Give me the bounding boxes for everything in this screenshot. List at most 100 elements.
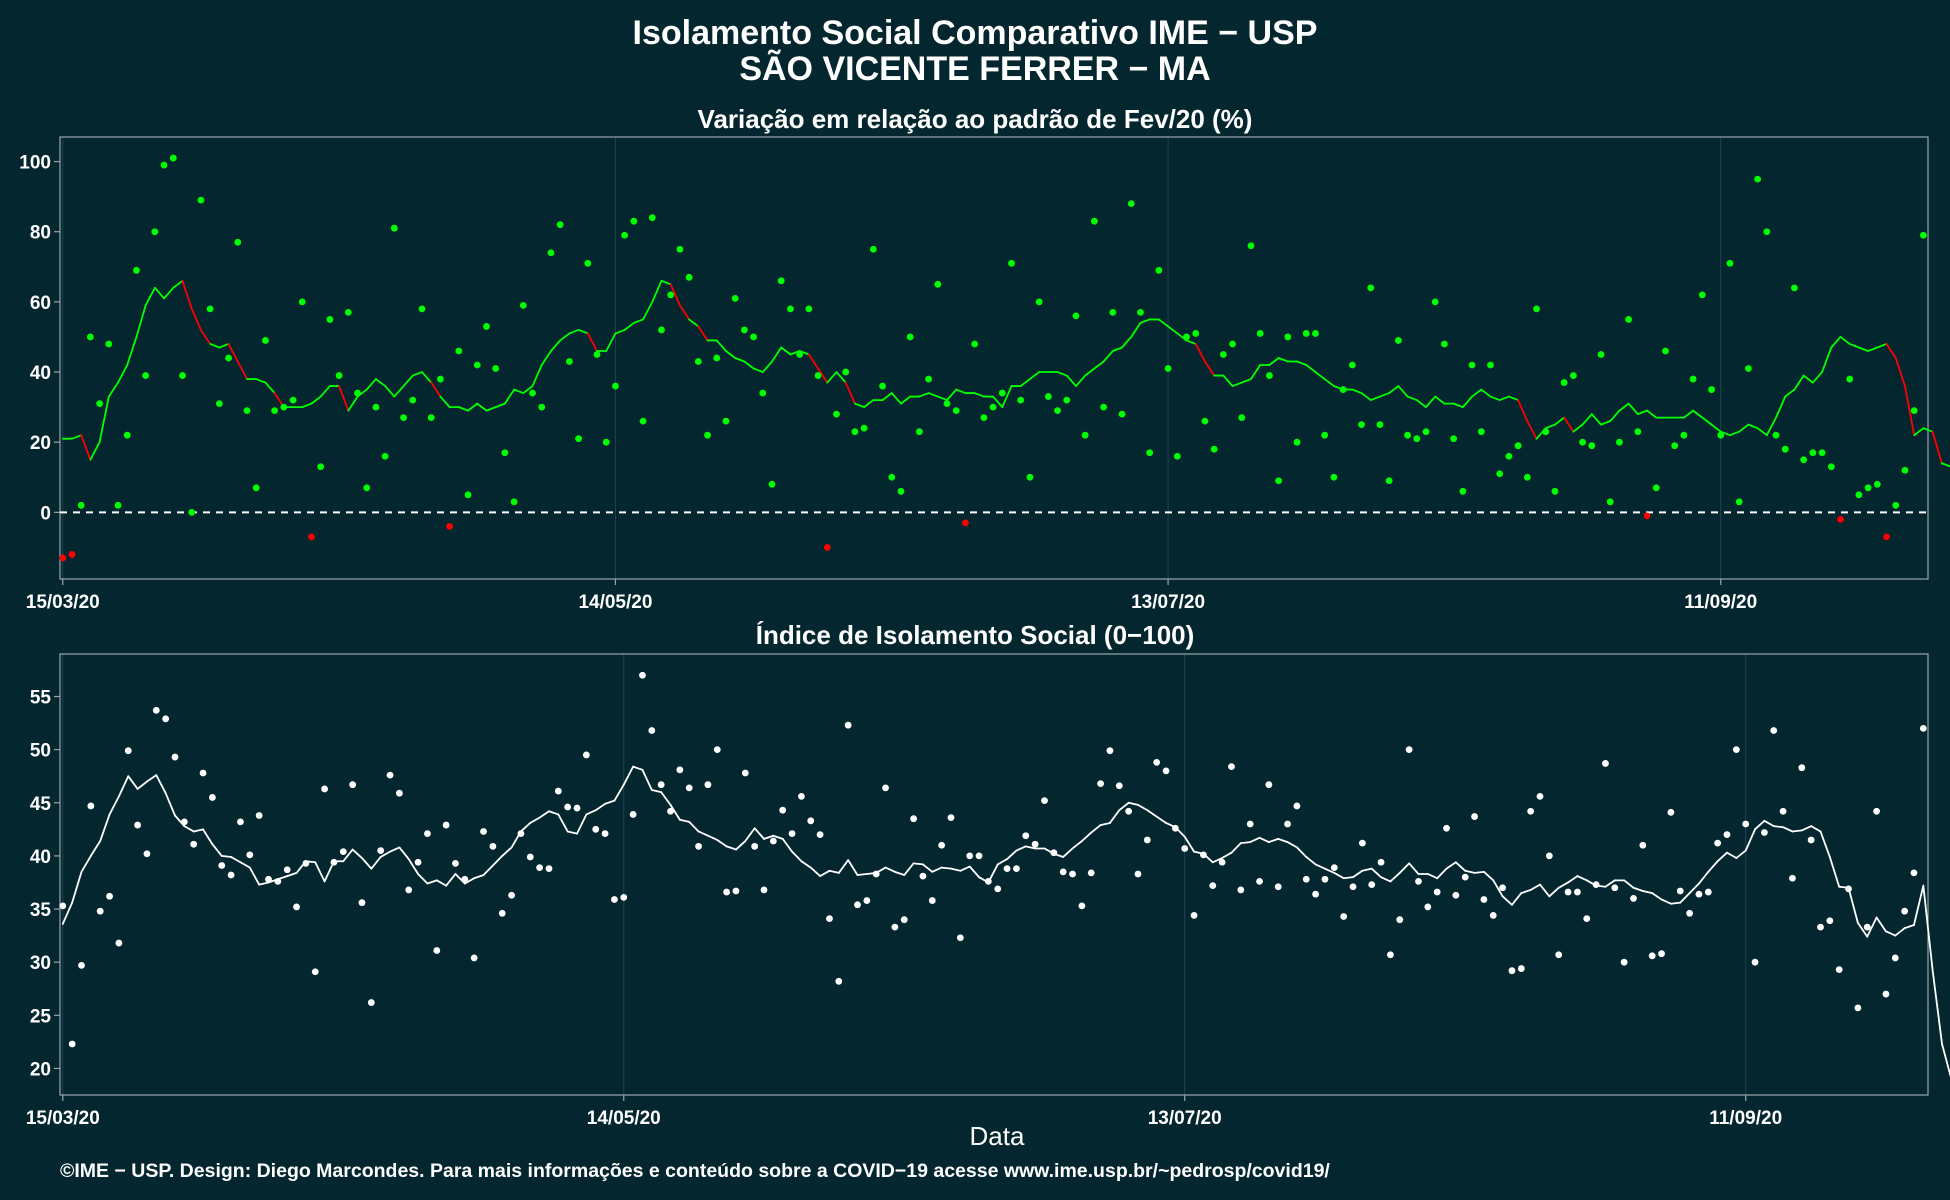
average-line-segment [1810,825,1822,833]
daily-point [777,277,785,285]
average-line-segment [1029,371,1041,380]
y-tick-label: 30 [30,953,51,974]
daily-point [1602,760,1609,767]
daily-point [740,326,748,334]
daily-point [975,852,983,860]
daily-point [989,403,997,411]
daily-point [1468,361,1476,369]
average-line-segment [1277,357,1289,363]
average-line-segment [181,279,193,310]
daily-point [1883,533,1890,541]
average-line-segment [1130,322,1142,338]
average-line-segment [164,792,176,817]
daily-point [1404,431,1411,439]
daily-point [400,414,407,422]
daily-point [545,865,553,873]
daily-point [508,891,515,899]
average-line-segment [1828,856,1841,888]
daily-point [1667,808,1675,816]
daily-point [446,522,454,530]
daily-point [1078,902,1086,910]
daily-point [1143,836,1151,844]
average-line-segment [89,840,102,857]
daily-point [1433,888,1441,896]
daily-point [805,305,813,313]
average-line-segment [1434,395,1446,405]
daily-point [1097,780,1104,788]
average-line-segment [239,861,251,869]
average-line-segment [800,860,812,869]
average-line-segment [1646,409,1658,419]
daily-point [1394,337,1402,344]
daily-point [1919,724,1927,732]
daily-point [246,851,254,859]
average-line-segment [236,360,248,380]
average-line-segment [1517,399,1529,423]
average-line-segment [1461,395,1473,409]
daily-point [1772,431,1780,439]
daily-point [1545,852,1553,860]
average-line-segment [856,873,868,876]
daily-point [1405,746,1413,754]
average-line-segment [996,858,1008,866]
average-line-segment [61,901,74,925]
daily-point [427,414,435,422]
average-line-segment [1492,879,1504,898]
daily-point [1901,466,1909,474]
average-line-segment [98,395,110,444]
daily-point [335,372,343,379]
daily-point [461,875,469,883]
daily-point [1274,883,1282,891]
average-line-segment [772,834,784,840]
daily-point [377,847,385,854]
daily-point [1059,868,1067,876]
average-line-segment [1001,385,1013,409]
average-line-segment [1627,402,1639,416]
average-line-segment [351,848,363,859]
average-line-segment [1544,423,1556,430]
average-line-segment [586,332,598,352]
daily-point [685,784,693,792]
average-line-segment [485,406,497,412]
daily-point [225,354,232,362]
x-tick-label: 15/03/20 [26,1108,100,1129]
daily-point [915,428,923,436]
daily-point [897,487,905,495]
average-line-segment [1222,374,1234,387]
daily-point [1443,824,1450,832]
average-line-segment [1590,413,1602,426]
daily-point [1625,316,1633,323]
daily-point [1564,888,1572,896]
daily-point [538,403,546,411]
average-line-segment [430,381,442,398]
average-line-segment [632,318,644,324]
daily-point [1648,952,1656,960]
average-line-segment [781,838,793,853]
average-line-segment [761,360,773,373]
daily-point [630,217,638,225]
daily-point [1555,951,1563,959]
average-line-segment [1856,921,1869,938]
daily-point [152,706,160,714]
average-line-segment [89,441,101,461]
y-tick-label: 80 [30,223,51,244]
daily-point [59,554,67,562]
average-line-segment [1296,846,1308,858]
average-line-segment [688,820,700,833]
average-line-segment [1146,809,1158,818]
daily-point [208,794,216,801]
daily-point [760,886,768,894]
average-line-segment [1922,427,1934,433]
daily-point [1754,175,1761,183]
daily-point [796,351,804,358]
daily-point [418,305,426,313]
daily-point [452,859,459,867]
daily-point [1238,414,1246,422]
daily-point [143,850,151,858]
average-line-segment [1080,831,1093,842]
daily-point [510,498,518,506]
daily-point [971,340,979,348]
daily-point [1109,308,1117,316]
daily-point [114,501,122,509]
panel-2-title: Índice de Isolamento Social (0−100) [756,620,1195,650]
